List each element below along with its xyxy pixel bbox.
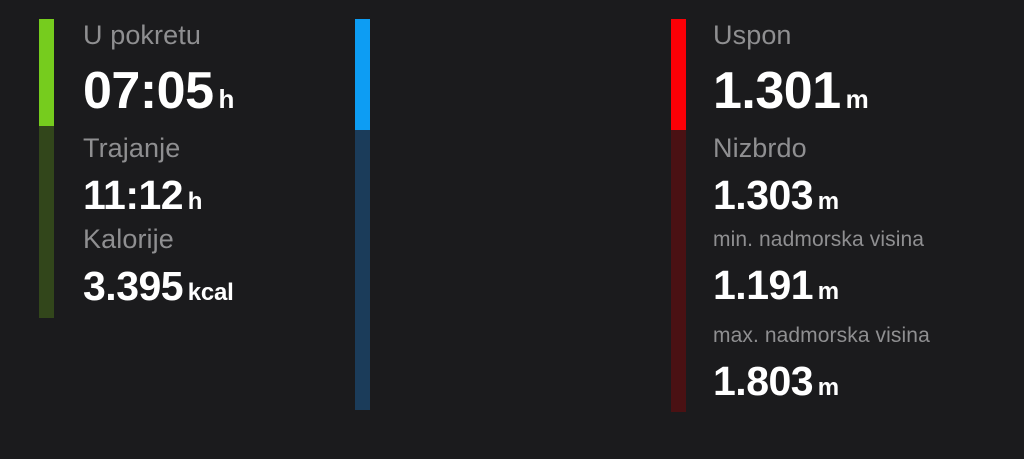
accent-bar-distance — [355, 19, 370, 410]
stat-row-descent[interactable]: Nizbrdo 1.303 m — [713, 135, 1016, 216]
stat-row-ascent[interactable]: Uspon 1.301 m — [713, 20, 1016, 118]
stat-row-duration[interactable]: Trajanje 11:12 h — [83, 135, 344, 216]
stat-unit: h — [183, 188, 203, 215]
stat-value: 1.803 — [713, 358, 814, 404]
stat-value: 07:05 — [83, 62, 214, 120]
stat-value: 1.301 — [713, 62, 841, 120]
accent-bar-elevation — [671, 19, 686, 412]
stat-label: U pokretu — [83, 20, 201, 50]
stat-unit: m — [813, 278, 839, 305]
stat-column-elevation: Uspon 1.301 m Nizbrdo 1.303 m min. nadmo… — [671, 0, 1016, 459]
stat-row-calories[interactable]: Kalorije 3.395 kcal — [83, 226, 344, 307]
accent-bar-time — [39, 19, 54, 318]
stat-label: Kalorije — [83, 224, 174, 254]
stat-unit: m — [840, 84, 869, 114]
stat-label: Uspon — [713, 20, 792, 50]
stat-valueline: 1.301 m — [713, 65, 1016, 117]
accent-segment-bright — [39, 19, 54, 126]
stat-row-moving-time[interactable]: U pokretu 07:05 h — [83, 20, 344, 118]
stat-valueline: 1.303 m — [713, 175, 1016, 216]
stat-valueline: 1.191 m — [713, 265, 1016, 306]
accent-segment-bright — [355, 19, 370, 130]
stat-label: min. nadmorska visina — [713, 228, 925, 251]
stat-unit: m — [813, 374, 839, 401]
stat-valueline: 11:12 h — [83, 175, 344, 216]
accent-segment-dim — [671, 130, 686, 412]
stat-label: Trajanje — [83, 133, 181, 163]
stat-row-min-elevation[interactable]: min. nadmorska visina 1.191 m — [713, 229, 1016, 306]
stat-label: max. nadmorska visina — [713, 324, 930, 347]
stat-unit: kcal — [183, 279, 234, 306]
stat-label: Nizbrdo — [713, 133, 807, 163]
accent-segment-bright — [671, 19, 686, 130]
accent-segment-dim — [355, 130, 370, 410]
stat-column-time: U pokretu 07:05 h Trajanje 11:12 h Kalor… — [39, 0, 344, 459]
stat-value: 3.395 — [83, 263, 184, 309]
stat-valueline: 07:05 h — [83, 65, 344, 117]
stat-value: 1.303 — [713, 172, 814, 218]
stat-row-max-elevation[interactable]: max. nadmorska visina 1.803 m — [713, 325, 1016, 402]
stat-value: 1.191 — [713, 262, 814, 308]
accent-segment-dim — [39, 126, 54, 318]
stat-unit: m — [813, 188, 839, 215]
stat-column-distance: Udaljenost 21,7 km Brzina 3,1 km/h max. … — [355, 0, 660, 459]
stat-valueline: 1.803 m — [713, 361, 1016, 402]
stat-value: 11:12 — [83, 172, 184, 218]
stat-valueline: 3.395 kcal — [83, 266, 344, 307]
stat-unit: h — [213, 84, 235, 114]
